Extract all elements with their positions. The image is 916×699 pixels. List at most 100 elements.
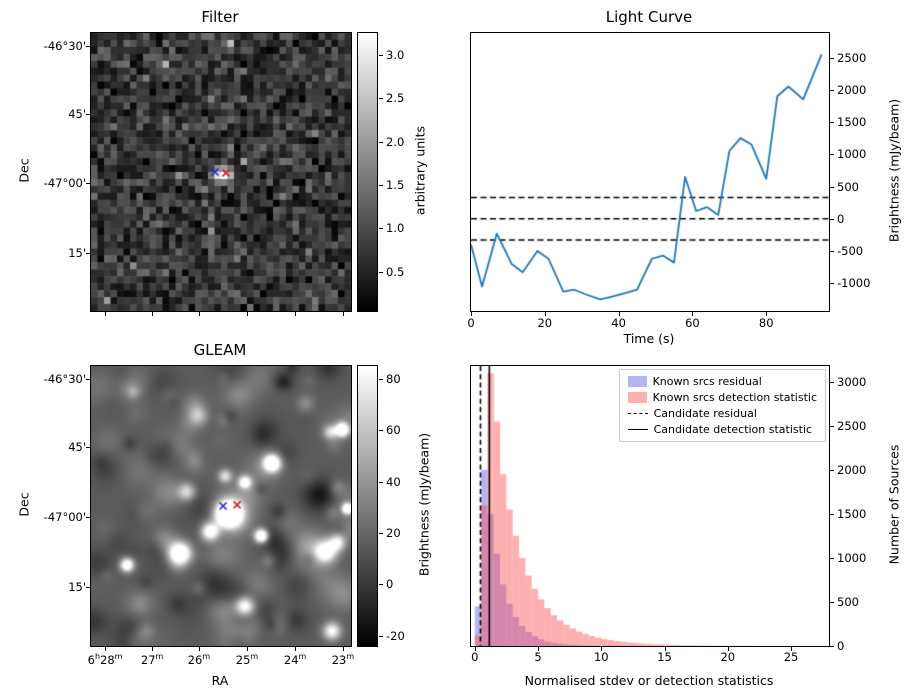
filter-image-axes	[90, 32, 352, 312]
tick-label: 60	[685, 316, 700, 330]
tick-mark	[379, 635, 383, 637]
tick-mark	[379, 228, 383, 230]
tick-label: -46°30'	[43, 38, 86, 53]
tick-label: 2500	[837, 418, 867, 433]
tick-mark	[830, 646, 834, 647]
tick-mark	[544, 312, 546, 316]
tick-mark	[379, 98, 383, 100]
tick-mark	[791, 647, 793, 651]
tick-label: 45'	[68, 440, 86, 455]
tick-mark	[198, 647, 200, 651]
tick-mark	[692, 312, 694, 316]
tick-mark	[86, 252, 90, 254]
filter-title: Filter	[201, 8, 239, 26]
tick-label: 25	[783, 650, 799, 664]
tick-label: 80	[386, 371, 401, 386]
tick-label: 20	[386, 525, 401, 540]
light-curve-y-axis-label: Brightness (mJy/beam)	[886, 98, 902, 243]
tick-label: 2.0	[386, 134, 405, 149]
tick-label: 25m	[235, 652, 259, 667]
gleam-title: GLEAM	[193, 341, 247, 359]
tick-label: 40	[386, 474, 401, 489]
filter-colorbar-canvas	[358, 33, 377, 311]
tick-label: 1500	[837, 506, 867, 521]
tick-label: 40	[611, 316, 626, 330]
tick-label: 2000	[837, 82, 867, 97]
tick-mark	[618, 312, 620, 316]
tick-label: 20	[537, 316, 553, 330]
tick-mark	[295, 312, 297, 316]
legend-item-candidate-detection: Candidate detection statistic	[627, 423, 817, 436]
tick-mark	[379, 481, 383, 483]
tick-label: 0	[467, 316, 475, 330]
tick-mark	[830, 154, 834, 156]
tick-label: 3.0	[386, 47, 405, 62]
tick-mark	[830, 381, 834, 383]
tick-mark	[86, 45, 90, 47]
tick-mark	[830, 425, 834, 427]
histogram-y-axis-label: Number of Sources	[886, 444, 902, 565]
tick-label: 15'	[68, 580, 86, 595]
solid-line-sample	[627, 429, 648, 430]
tick-label: 45'	[68, 106, 86, 121]
tick-label: -20	[386, 628, 405, 643]
histogram-axes: Known srcs residual Known srcs detection…	[470, 365, 830, 647]
light-curve-axes	[470, 32, 830, 312]
tick-label: 5	[534, 650, 542, 664]
tick-mark	[295, 647, 297, 651]
legend-label: Candidate detection statistic	[653, 423, 813, 436]
tick-label: 0	[837, 211, 845, 226]
tick-label: -1000	[837, 276, 871, 291]
histogram-legend: Known srcs residual Known srcs detection…	[618, 369, 826, 442]
tick-label: 0.5	[386, 264, 405, 279]
tick-label: 1000	[837, 550, 867, 565]
legend-item-known-srcs-detection: Known srcs detection statistic	[627, 391, 817, 404]
tick-mark	[471, 312, 472, 316]
gleam-colorbar-label: Brightness (mJy/beam)	[416, 432, 432, 577]
tick-mark	[86, 113, 90, 115]
tick-label: 0	[471, 650, 479, 664]
tick-label: 20	[720, 650, 736, 664]
tick-label: 500	[837, 594, 859, 609]
tick-mark	[830, 186, 834, 188]
light-curve-x-axis-label: Time (s)	[623, 331, 675, 346]
tick-mark	[766, 312, 768, 316]
tick-mark	[830, 218, 834, 220]
gleam-colorbar	[357, 365, 378, 647]
tick-mark	[830, 513, 834, 515]
tick-label: 0	[837, 639, 845, 653]
filter-image-canvas	[91, 33, 351, 311]
tick-mark	[105, 647, 107, 651]
tick-mark	[152, 647, 154, 651]
tick-mark	[342, 312, 344, 316]
tick-label: 27m	[140, 652, 164, 667]
tick-mark	[379, 532, 383, 534]
blue-patch-swatch	[627, 376, 647, 387]
tick-label: 2500	[837, 50, 867, 65]
tick-mark	[474, 647, 476, 651]
tick-mark	[379, 584, 383, 586]
legend-item-candidate-residual: Candidate residual	[627, 407, 817, 420]
tick-label: 80	[758, 316, 774, 330]
tick-mark	[86, 447, 90, 449]
pink-patch-swatch	[627, 392, 647, 403]
filter-colorbar	[357, 32, 378, 312]
light-curve-canvas	[471, 33, 829, 311]
tick-mark	[379, 141, 383, 143]
tick-mark	[830, 251, 834, 252]
tick-mark	[86, 587, 90, 589]
dashed-line-sample	[627, 413, 648, 414]
tick-mark	[152, 312, 154, 316]
tick-mark	[379, 378, 383, 380]
tick-mark	[830, 122, 834, 123]
tick-label: 1.0	[386, 221, 405, 236]
gleam-x-axis-label: RA	[211, 673, 229, 688]
tick-mark	[105, 312, 107, 316]
tick-label: 15'	[68, 245, 86, 260]
tick-mark	[664, 647, 666, 651]
tick-mark	[830, 557, 834, 559]
tick-mark	[247, 647, 248, 651]
tick-label: 26m	[187, 652, 211, 667]
tick-mark	[86, 378, 90, 380]
legend-label: Known srcs detection statistic	[652, 391, 817, 404]
